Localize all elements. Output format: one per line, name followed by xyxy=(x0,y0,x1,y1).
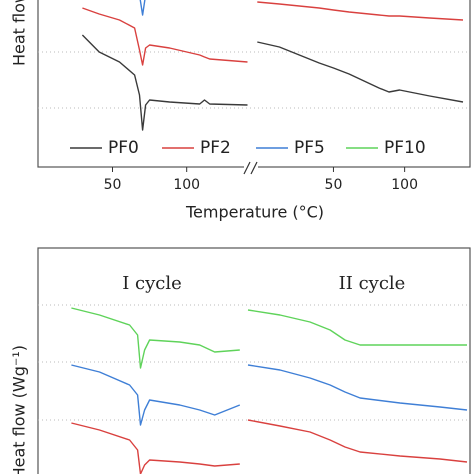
x-tick-label: 100 xyxy=(173,177,200,193)
curve xyxy=(247,309,467,346)
curve xyxy=(71,422,240,474)
curve xyxy=(82,7,248,66)
x-tick-label: 50 xyxy=(104,177,122,193)
plot-area xyxy=(81,0,464,131)
axis-break xyxy=(243,161,258,175)
x-tick-label: 100 xyxy=(391,177,418,193)
annotation: II cycle xyxy=(339,273,406,294)
plot-area xyxy=(71,307,468,474)
x-tick-label: 50 xyxy=(325,177,343,193)
curve xyxy=(139,0,146,16)
annotation: I cycle xyxy=(122,273,182,294)
x-axis-label: Temperature (°C) xyxy=(185,203,324,222)
y-axis-label: Heat flow (Wg⁻¹) xyxy=(10,345,29,474)
legend-label: PF2 xyxy=(200,138,231,158)
legend-label: PF10 xyxy=(384,138,426,158)
legend-label: PF5 xyxy=(294,138,325,158)
bottom-panel-frame xyxy=(37,247,471,474)
axis-break-gap xyxy=(244,160,258,174)
curve xyxy=(247,364,468,411)
curve xyxy=(71,307,240,369)
y-axis-label: Heat flow (Wg⁻¹) xyxy=(10,0,29,66)
curve xyxy=(257,41,464,103)
curve xyxy=(247,419,468,463)
curve xyxy=(81,34,248,131)
curve xyxy=(257,1,464,21)
legend-label: PF0 xyxy=(108,138,139,158)
curve xyxy=(71,364,241,426)
